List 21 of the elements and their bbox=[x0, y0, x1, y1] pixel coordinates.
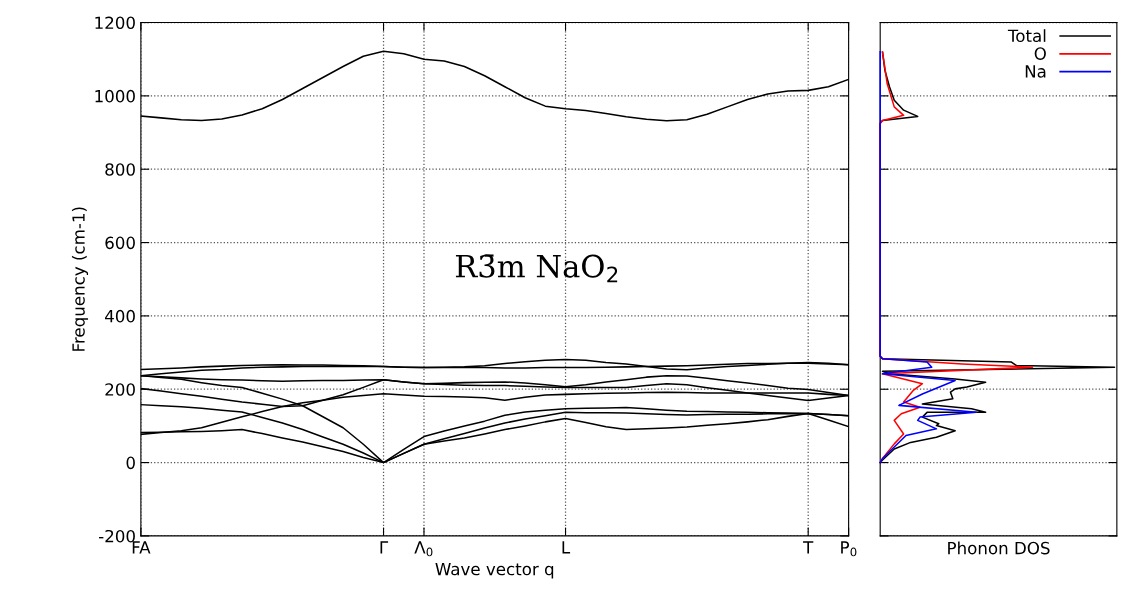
x-tick-label: L bbox=[562, 541, 571, 554]
x-tick-label: P$_{0}$ bbox=[841, 541, 857, 557]
legend-label: Na bbox=[1025, 65, 1046, 78]
y-tick-label: -200 bbox=[99, 529, 135, 543]
y-tick-label: 200 bbox=[105, 383, 135, 396]
y-tick-label: 1200 bbox=[95, 16, 135, 30]
x-tick-label: T bbox=[803, 541, 814, 554]
y-axis-title: Frequency (cm-1) bbox=[71, 207, 89, 351]
x-tick-label: Λ$_{0}$ bbox=[414, 541, 433, 557]
y-tick-label: 800 bbox=[105, 163, 135, 176]
x-tick-label: FA bbox=[132, 541, 151, 554]
y-tick-label: 0 bbox=[126, 456, 135, 470]
y-tick-label: 1000 bbox=[95, 89, 135, 103]
x-axis-title: Wave vector q bbox=[435, 562, 554, 579]
annotation: R3̄m NaO$_{2}$ bbox=[455, 254, 618, 283]
y-tick-label: 600 bbox=[105, 236, 135, 250]
y-tick-label: 400 bbox=[105, 309, 135, 323]
legend-label: O bbox=[1034, 47, 1046, 60]
legend-label: Total bbox=[1007, 29, 1046, 43]
x-axis-title: Phonon DOS bbox=[948, 541, 1050, 555]
x-tick-label: Γ bbox=[380, 541, 389, 554]
